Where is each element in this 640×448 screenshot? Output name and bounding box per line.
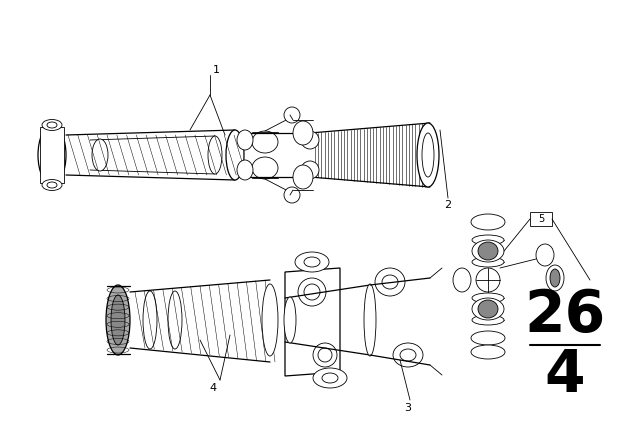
Text: 4: 4 [209,383,216,393]
Ellipse shape [400,349,416,361]
Ellipse shape [375,268,405,296]
Text: 26: 26 [524,287,605,344]
Ellipse shape [284,107,300,123]
Ellipse shape [301,161,319,179]
Text: 1: 1 [213,65,220,75]
Ellipse shape [237,130,253,150]
Ellipse shape [42,120,62,130]
Ellipse shape [453,268,471,292]
Ellipse shape [293,121,313,145]
Ellipse shape [472,315,504,325]
Bar [530,212,552,226]
Ellipse shape [472,235,504,245]
Ellipse shape [38,125,66,185]
Ellipse shape [471,214,505,230]
Ellipse shape [471,331,505,345]
Ellipse shape [47,182,57,188]
Ellipse shape [417,123,439,187]
Ellipse shape [226,130,244,180]
Ellipse shape [262,284,278,356]
Ellipse shape [301,131,319,149]
Ellipse shape [106,285,130,355]
Ellipse shape [252,157,278,179]
Ellipse shape [322,373,338,383]
Ellipse shape [393,343,423,367]
Ellipse shape [382,275,398,289]
Ellipse shape [478,242,498,260]
Ellipse shape [472,293,504,303]
Ellipse shape [208,136,222,174]
Text: 4: 4 [545,346,586,404]
Polygon shape [285,268,340,376]
Ellipse shape [313,368,347,388]
Ellipse shape [472,240,504,262]
Ellipse shape [298,278,326,306]
Ellipse shape [550,269,560,287]
Polygon shape [40,127,64,183]
Ellipse shape [536,244,554,266]
Ellipse shape [111,295,125,345]
Ellipse shape [476,268,500,292]
Ellipse shape [304,257,320,267]
Text: 3: 3 [404,403,412,413]
Ellipse shape [293,165,313,189]
Ellipse shape [364,284,376,356]
Ellipse shape [304,284,320,300]
Ellipse shape [422,133,434,177]
Text: 2: 2 [444,200,451,210]
Ellipse shape [47,122,57,128]
Ellipse shape [295,252,329,272]
Ellipse shape [471,345,505,359]
Ellipse shape [478,300,498,318]
Ellipse shape [143,291,157,349]
Ellipse shape [472,257,504,267]
Ellipse shape [45,136,59,174]
Ellipse shape [92,139,108,171]
Ellipse shape [318,348,332,362]
Ellipse shape [42,180,62,190]
Ellipse shape [546,265,564,291]
Ellipse shape [284,187,300,203]
Ellipse shape [313,343,337,367]
Text: 5: 5 [538,214,544,224]
Ellipse shape [284,297,296,343]
Ellipse shape [252,131,278,153]
Ellipse shape [472,298,504,320]
Ellipse shape [237,160,253,180]
Ellipse shape [168,291,182,349]
